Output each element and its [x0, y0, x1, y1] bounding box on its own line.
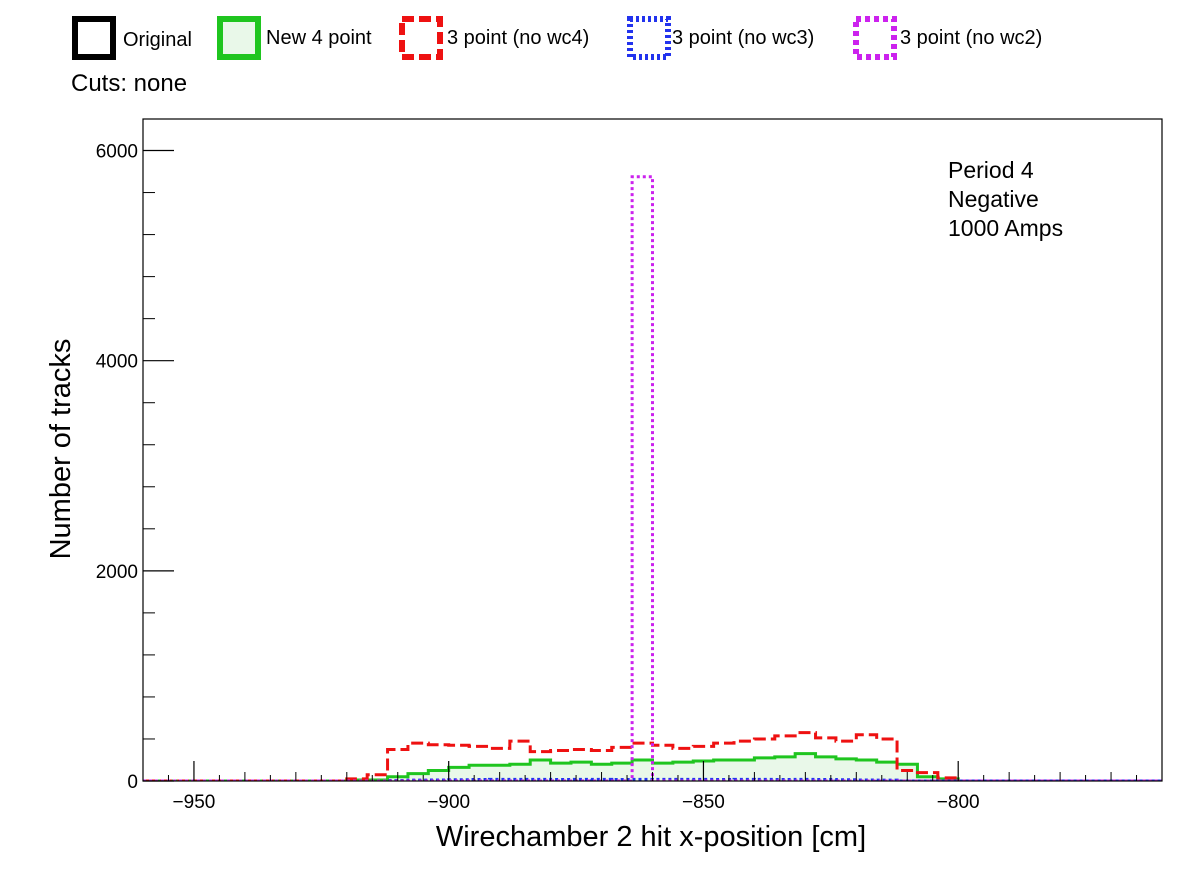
- legend-entry-original: Original: [72, 16, 192, 60]
- y-tick-label: 6000: [96, 142, 138, 163]
- x-tick-label: −850: [682, 792, 725, 813]
- legend-label-3-point-no-wc4: 3 point (no wc4): [447, 27, 589, 49]
- legend-entry-3-point-no-wc2: 3 point (no wc2): [853, 16, 1042, 60]
- y-tick-label: 0: [127, 772, 138, 793]
- y-tick-label: 2000: [96, 562, 138, 583]
- annotation-polarity: Negative: [948, 186, 1039, 212]
- x-axis-title: Wirechamber 2 hit x-position [cm]: [436, 821, 866, 853]
- x-tick-label: −950: [173, 792, 216, 813]
- annotation-current: 1000 Amps: [948, 215, 1063, 241]
- legend: Original New 4 point 3 point (no wc4) 3 …: [72, 16, 1042, 60]
- legend-swatch-original: [72, 16, 116, 60]
- x-tick-label: −900: [427, 792, 470, 813]
- y-axis-title: Number of tracks: [45, 339, 77, 560]
- legend-swatch-new-4-point: [217, 16, 261, 60]
- axes-layer: −950 −900 −850 −800 0 2000 4000 6000: [96, 142, 1138, 813]
- legend-label-3-point-no-wc2: 3 point (no wc2): [900, 27, 1042, 49]
- legend-swatch-3-point-no-wc4: [399, 16, 443, 60]
- legend-swatch-3-point-no-wc3: [627, 16, 671, 60]
- x-tick-label: −800: [937, 792, 980, 813]
- y-tick-label: 4000: [96, 352, 138, 373]
- legend-entry-3-point-no-wc3: 3 point (no wc3): [627, 16, 814, 60]
- legend-label-3-point-no-wc3: 3 point (no wc3): [672, 27, 814, 49]
- legend-swatch-3-point-no-wc2: [853, 16, 897, 60]
- legend-entry-new-4-point: New 4 point: [217, 16, 372, 60]
- legend-label-new-4-point: New 4 point: [266, 27, 372, 49]
- cuts-label: Cuts: none: [71, 70, 187, 97]
- annotation-period: Period 4: [948, 157, 1034, 183]
- legend-label-original: Original: [123, 29, 192, 51]
- legend-entry-3-point-no-wc4: 3 point (no wc4): [399, 16, 589, 60]
